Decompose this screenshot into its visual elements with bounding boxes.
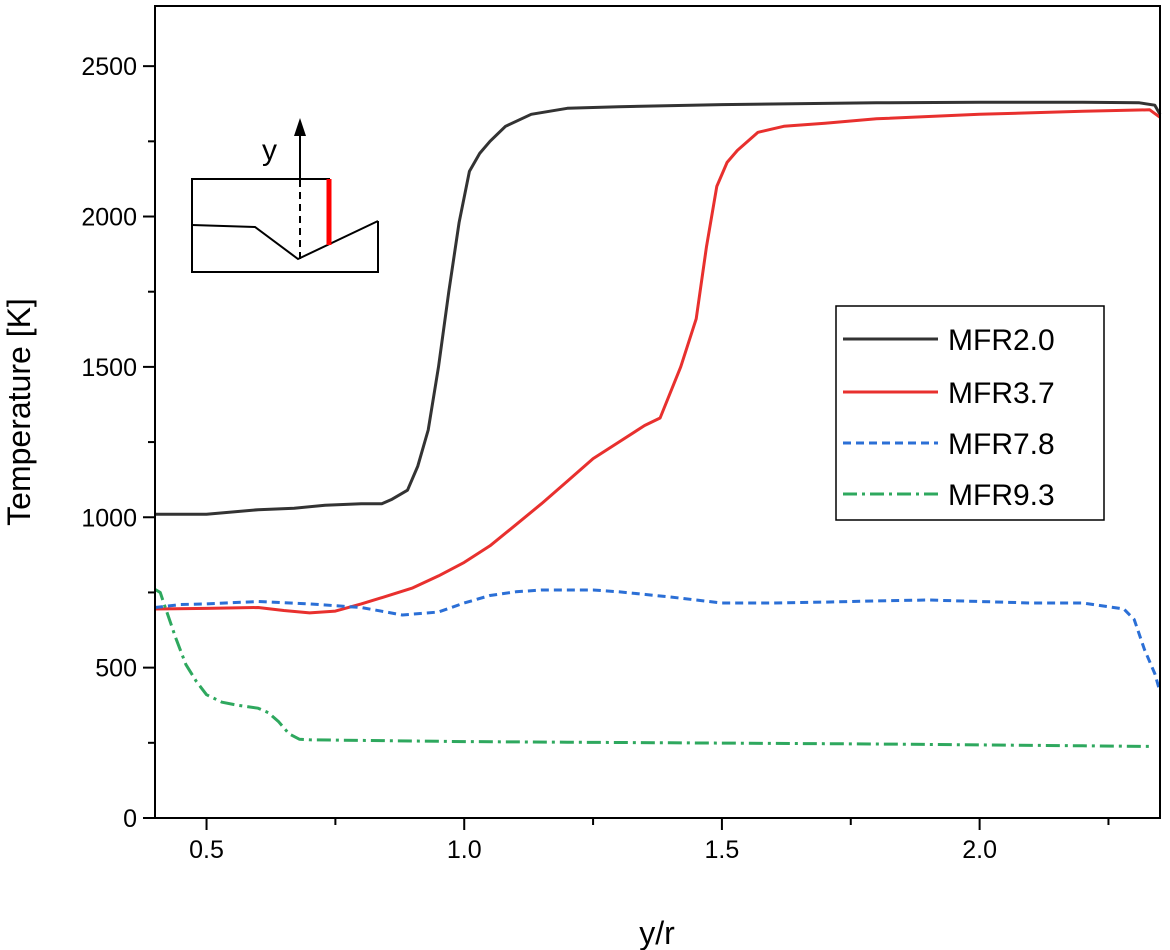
- legend-label-mfr9-3: MFR9.3: [948, 479, 1055, 512]
- legend-label-mfr7-8: MFR7.8: [948, 428, 1055, 461]
- y-axis-ticks: 0 500 1000 1500 2000 2500: [81, 53, 155, 833]
- y-tick-label: 500: [95, 655, 137, 683]
- legend-label-mfr3-7: MFR3.7: [948, 377, 1055, 410]
- series-line-mfr2-0: [155, 100, 1162, 516]
- inset-arrow-head-icon: [294, 118, 306, 136]
- series-line-mfr9-3: [154, 588, 1150, 748]
- x-axis-ticks: 0.5 1.0 1.5 2.0: [189, 818, 1110, 864]
- y-tick-label: 1000: [81, 504, 137, 532]
- inset-schematic: y: [191, 118, 379, 273]
- legend-box: [835, 305, 1105, 521]
- legend: MFR2.0 MFR3.7 MFR7.8 MFR9.3: [835, 305, 1105, 521]
- plot-frame: [154, 5, 1161, 819]
- series-line-mfr3-7: [154, 108, 1161, 615]
- legend-label-mfr2-0: MFR2.0: [948, 324, 1055, 357]
- series-line-mfr7-8: [154, 588, 1162, 693]
- x-tick-label: 1.0: [447, 836, 482, 864]
- x-tick-label: 1.5: [705, 836, 740, 864]
- y-tick-label: 2500: [81, 53, 137, 81]
- inset-wall-profile: [191, 220, 379, 261]
- inset-y-label: y: [262, 134, 277, 167]
- x-axis-title: y/r: [639, 915, 675, 950]
- inset-outline: [191, 178, 379, 273]
- y-tick-label: 2000: [81, 204, 137, 232]
- series-lines: [154, 100, 1162, 748]
- x-tick-label: 0.5: [189, 836, 224, 864]
- y-tick-label: 1500: [81, 354, 137, 382]
- x-tick-label: 2.0: [962, 836, 997, 864]
- y-axis-title: Temperature [K]: [1, 298, 37, 526]
- y-tick-label: 0: [123, 805, 137, 833]
